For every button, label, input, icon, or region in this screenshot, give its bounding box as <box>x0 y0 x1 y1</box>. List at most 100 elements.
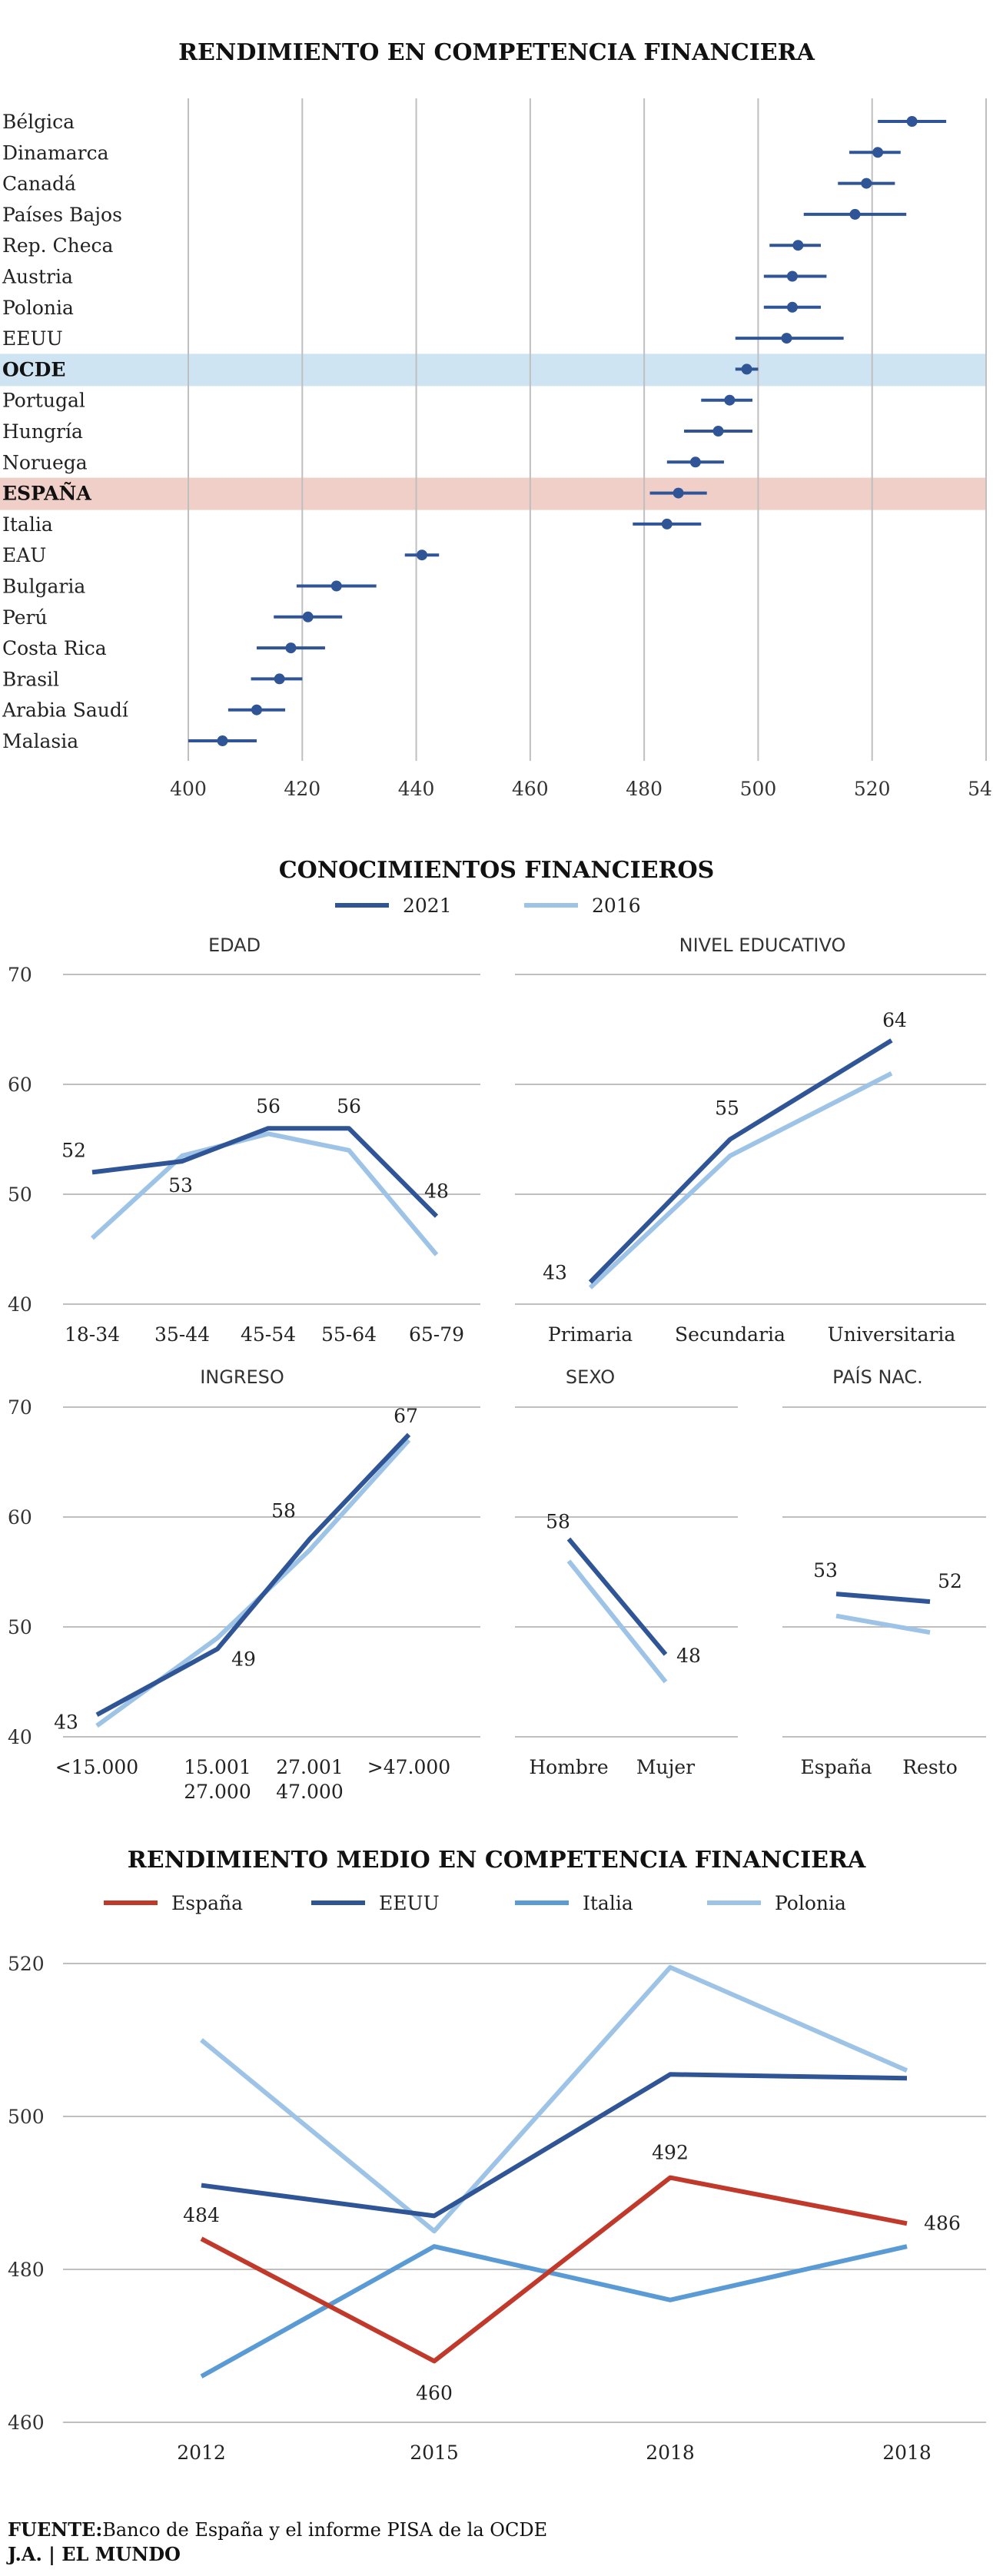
point-costa-rica <box>285 642 297 654</box>
panel-subtitle: EDAD <box>208 934 261 956</box>
panel-subtitle: PAÍS NAC. <box>832 1366 923 1388</box>
y-tick-480: 480 <box>8 2259 45 2281</box>
source-line: FUENTE:Banco de España y el informe PISA… <box>8 2518 547 2541</box>
data-label: 58 <box>546 1511 570 1533</box>
panel-pais-nac: PAÍS NAC. España Resto 53 52 <box>782 1366 986 1778</box>
point-polonia <box>786 301 798 313</box>
data-label: 52 <box>61 1139 86 1161</box>
row-label-paises-bajos: Países Bajos <box>2 204 122 226</box>
panel-subtitle: NIVEL EDUCATIVO <box>679 934 846 956</box>
panel-subtitle: INGRESO <box>200 1366 284 1388</box>
data-label: 486 <box>924 2212 961 2234</box>
row-label-portugal: Portugal <box>2 390 85 412</box>
financial-performance-chart: RENDIMIENTO EN COMPETENCIA FINANCIERA Bé… <box>0 39 993 800</box>
data-label: 49 <box>231 1648 256 1671</box>
point-dinamarca <box>872 147 884 158</box>
category-label-35-44: 35-44 <box>154 1323 210 1346</box>
row-label-espana: ESPAÑA <box>2 483 91 505</box>
panel-ingreso: INGRESO 70 60 50 40 <15.000 15.001 27.000 27.001… <box>8 1366 480 1803</box>
x-tick-400: 400 <box>170 778 207 800</box>
x-tick-2018: 2018 <box>882 2442 932 2464</box>
series-line-2021 <box>566 1537 668 1656</box>
y-tick-70: 70 <box>8 1396 32 1419</box>
row-label-peru: Perú <box>2 606 48 629</box>
series-line-2021 <box>588 1038 893 1284</box>
point-eau <box>416 549 427 561</box>
point-italia <box>661 518 673 529</box>
x-tick-500: 500 <box>740 778 777 800</box>
row-label-rep-checa: Rep. Checa <box>2 234 114 257</box>
point-austria <box>786 271 798 282</box>
category-label-18-34: 18-34 <box>65 1323 120 1346</box>
row-label-italia: Italia <box>2 513 53 536</box>
y-tick-520: 520 <box>8 1953 45 1975</box>
data-label: 64 <box>882 1009 907 1031</box>
category-label-resto: Resto <box>902 1756 958 1778</box>
panel-edad: EDAD 70 60 50 40 18-34 35-44 45-54 55-64 65-79 52 5… <box>8 934 480 1346</box>
data-label: 48 <box>676 1645 701 1667</box>
legend-label-espana: España <box>171 1892 243 1914</box>
x-tick-460: 460 <box>512 778 549 800</box>
data-label: 460 <box>416 2382 453 2404</box>
point-hungria <box>712 426 724 437</box>
point-bulgaria <box>330 580 342 592</box>
row-label-eeuu: EEUU <box>2 327 63 350</box>
point-malasia <box>217 735 228 746</box>
category-label-15-001: 15.001 <box>184 1756 251 1778</box>
point-paises-bajos <box>849 208 861 220</box>
data-label: 484 <box>183 2204 220 2226</box>
x-tick-440: 440 <box>398 778 435 800</box>
series-line-espana <box>200 2175 908 2364</box>
series-line-polonia <box>200 1964 908 2234</box>
row-label-ocde: OCDE <box>2 358 65 380</box>
point-portugal <box>724 394 736 406</box>
category-label-primaria: Primaria <box>548 1323 633 1346</box>
panel-nivel-educativo: NIVEL EDUCATIVO Primaria Secundaria Univers… <box>515 934 986 1346</box>
y-tick-40: 40 <box>8 1293 32 1316</box>
row-label-canada: Canadá <box>2 173 76 195</box>
row-label-arabia-saudi: Arabia Saudí <box>2 699 129 722</box>
series-line-italia <box>200 2244 908 2378</box>
point-peru <box>302 611 314 622</box>
x-tick-420: 420 <box>284 778 320 800</box>
source-label: FUENTE: <box>8 2518 102 2541</box>
y-tick-460: 460 <box>8 2412 45 2434</box>
x-tick-480: 480 <box>626 778 663 800</box>
series-line-eeuu <box>201 2072 908 2219</box>
chart2-legend: 2021 2016 <box>335 895 641 917</box>
panel-sexo: SEXO Hombre Mujer 58 48 <box>515 1366 738 1778</box>
average-performance-chart: RENDIMIENTO MEDIO EN COMPETENCIA FINANCI… <box>8 1847 986 2464</box>
category-label-47-000: >47.000 <box>367 1756 450 1778</box>
point-canada <box>861 178 872 189</box>
footer: FUENTE:Banco de España y el informe PISA… <box>6 2518 547 2565</box>
row-label-dinamarca: Dinamarca <box>2 141 109 164</box>
category-label-mujer: Mujer <box>636 1756 695 1778</box>
row-label-polonia: Polonia <box>2 297 74 319</box>
series-line-2016 <box>835 1613 931 1635</box>
data-label: 58 <box>271 1500 296 1522</box>
category-label-universitaria: Universitaria <box>828 1323 956 1346</box>
series-line-2021 <box>91 1126 439 1218</box>
chart3-title: RENDIMIENTO MEDIO EN COMPETENCIA FINANCI… <box>128 1847 866 1874</box>
data-label: 56 <box>256 1095 281 1117</box>
y-tick-40: 40 <box>8 1726 32 1748</box>
data-label: 56 <box>337 1095 361 1117</box>
x-tick-2015: 2015 <box>410 2442 459 2464</box>
row-label-hungria: Hungría <box>2 420 83 443</box>
x-tick-2018: 2018 <box>646 2442 695 2464</box>
category-label-47-000: 47.000 <box>276 1781 343 1803</box>
data-label: 52 <box>938 1570 962 1592</box>
data-label: 48 <box>424 1180 449 1203</box>
financial-knowledge-chart: CONOCIMIENTOS FINANCIEROS 2021 2016 EDAD… <box>8 857 986 1803</box>
legend-label-polonia: Polonia <box>775 1892 846 1914</box>
point-brasil <box>274 673 285 685</box>
chart1-title: RENDIMIENTO EN COMPETENCIA FINANCIERA <box>178 39 815 66</box>
category-label-55-64: 55-64 <box>321 1323 377 1346</box>
data-label: 492 <box>652 2142 689 2164</box>
category-label-27-000: 27.000 <box>184 1781 251 1803</box>
category-label-27-001: 27.001 <box>276 1756 343 1778</box>
category-label-15-000: <15.000 <box>55 1756 138 1778</box>
series-line-2016 <box>566 1559 668 1684</box>
category-label-secundaria: Secundaria <box>675 1323 785 1346</box>
